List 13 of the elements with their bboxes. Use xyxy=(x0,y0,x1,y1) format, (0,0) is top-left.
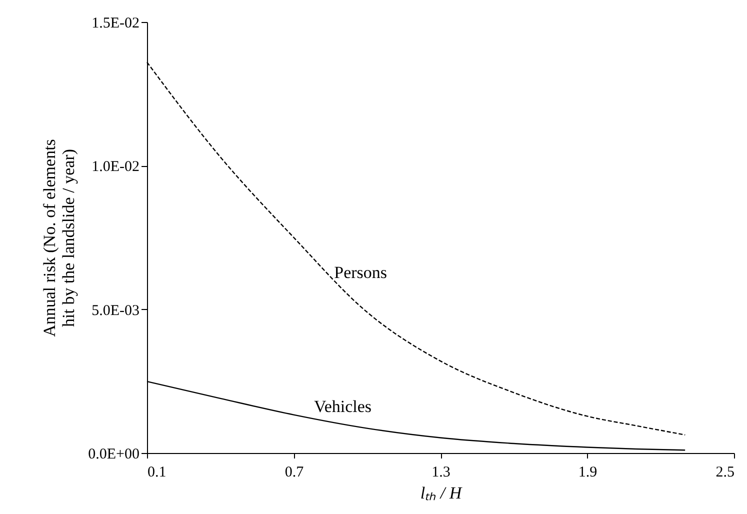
series-label: Persons xyxy=(334,263,388,282)
y-axis-title: Annual risk (No. of elements hit by the landslide / year) xyxy=(40,139,78,337)
y-tick-label: 5.0E-03 xyxy=(92,302,140,319)
x-tick-label: 2.5 xyxy=(716,464,734,480)
y-tick-label: 1.0E-02 xyxy=(92,159,140,176)
series-label: Vehicles xyxy=(314,396,372,416)
x-axis-title: lₜₕ / H xyxy=(420,484,464,502)
y-tick-label: 0.0E+00 xyxy=(88,446,140,462)
x-tick-label: 0.7 xyxy=(284,464,304,480)
y-tick-label: 1.5E-02 xyxy=(92,16,140,32)
x-tick-label: 1.9 xyxy=(578,464,598,480)
x-tick-label: 1.3 xyxy=(432,464,450,480)
x-tick-label: 0.1 xyxy=(148,464,166,480)
